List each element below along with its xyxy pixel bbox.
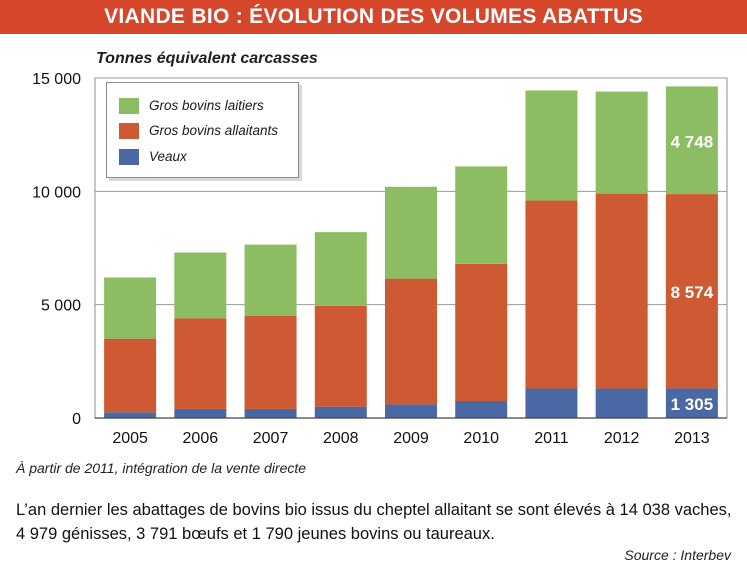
- y-tick-label: 15 000: [32, 71, 81, 88]
- x-tick-label: 2008: [323, 430, 359, 447]
- x-tick-label: 2012: [604, 430, 640, 447]
- bar-segment: [385, 278, 437, 405]
- bar-segment: [104, 277, 157, 339]
- bar-segment: [174, 318, 227, 409]
- x-tick-label: 2005: [112, 430, 148, 447]
- bar-segment: [314, 406, 367, 418]
- y-tick-label: 5 000: [41, 298, 81, 315]
- x-tick-label: 2011: [534, 430, 569, 447]
- bar-segment: [665, 194, 718, 389]
- bar-segment: [665, 388, 718, 418]
- data-label: 4 748: [671, 132, 714, 151]
- x-tick-label: 2007: [253, 430, 289, 447]
- y-tick-label: 10 000: [32, 184, 81, 201]
- bar-segment: [525, 90, 578, 201]
- bar-segment: [314, 232, 367, 306]
- x-tick-label: 2009: [393, 430, 429, 447]
- data-label: 1 305: [671, 395, 714, 414]
- bar-segment: [455, 166, 508, 264]
- bar-segment: [525, 388, 578, 418]
- bar-segment: [104, 338, 157, 413]
- bar-segment: [455, 401, 508, 418]
- bar-segment: [385, 186, 437, 279]
- bar-segment: [314, 305, 367, 407]
- chart-legend: Gros bovins laitiers Gros bovins allaita…: [106, 82, 299, 178]
- bar-segment: [174, 408, 227, 418]
- bar-segment: [525, 200, 578, 389]
- bar-segment: [455, 263, 508, 401]
- legend-label-laitiers: Gros bovins laitiers: [149, 98, 264, 113]
- y-tick-label: 0: [72, 411, 81, 428]
- legend-swatch-laitiers: [119, 98, 139, 114]
- source-credit: Source : Interbev: [624, 547, 731, 563]
- bar-segment: [595, 193, 648, 389]
- stacked-bar-chart: 0 5 000 10 000 15 000 2005 2006 2007 2008 2009 20…: [32, 71, 728, 447]
- footnote: À partir de 2011, intégration de la vent…: [16, 460, 307, 476]
- bar-segment: [244, 316, 297, 409]
- x-tick-label: 2013: [674, 430, 710, 447]
- chart-title: VIANDE BIO : ÉVOLUTION DES VOLUMES ABATT…: [0, 0, 747, 34]
- bar-segment: [595, 91, 648, 194]
- legend-swatch-veaux: [119, 149, 139, 165]
- bar-segment: [104, 412, 157, 418]
- data-label: 8 574: [671, 283, 714, 302]
- y-axis-title: Tonnes équivalent carcasses: [96, 50, 318, 67]
- bar-segment: [665, 86, 718, 195]
- bar-segment: [244, 244, 297, 316]
- bar-segment: [385, 404, 437, 418]
- bar-segment: [174, 252, 227, 319]
- legend-swatch-allaitants: [119, 123, 139, 139]
- x-tick-label: 2010: [463, 430, 499, 447]
- summary-paragraph: L’an dernier les abattages de bovins bio…: [16, 501, 732, 543]
- legend-label-veaux: Veaux: [149, 149, 187, 164]
- x-tick-label: 2006: [183, 430, 219, 447]
- bar-segment: [595, 388, 648, 418]
- bar-segment: [244, 408, 297, 418]
- legend-label-allaitants: Gros bovins allaitants: [149, 123, 279, 138]
